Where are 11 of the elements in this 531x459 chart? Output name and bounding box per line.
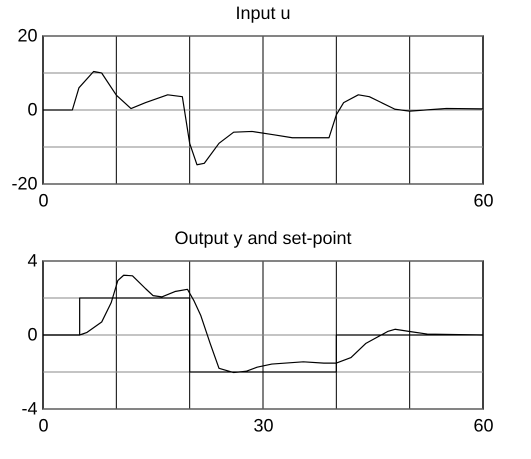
x-tick-label: 30 bbox=[253, 416, 274, 436]
x-tick-label: 60 bbox=[473, 416, 494, 436]
chart-title: Input u bbox=[235, 3, 291, 23]
y-tick-label: 4 bbox=[27, 250, 38, 270]
y-tick-label: -20 bbox=[11, 174, 38, 194]
x-tick-label: 60 bbox=[473, 190, 494, 210]
y-tick-label: 0 bbox=[27, 100, 38, 120]
chart-title: Output y and set-point bbox=[174, 228, 352, 248]
y-tick-label: 0 bbox=[27, 324, 38, 344]
y-tick-label: 20 bbox=[17, 26, 38, 46]
y-tick-label: -4 bbox=[21, 398, 38, 418]
